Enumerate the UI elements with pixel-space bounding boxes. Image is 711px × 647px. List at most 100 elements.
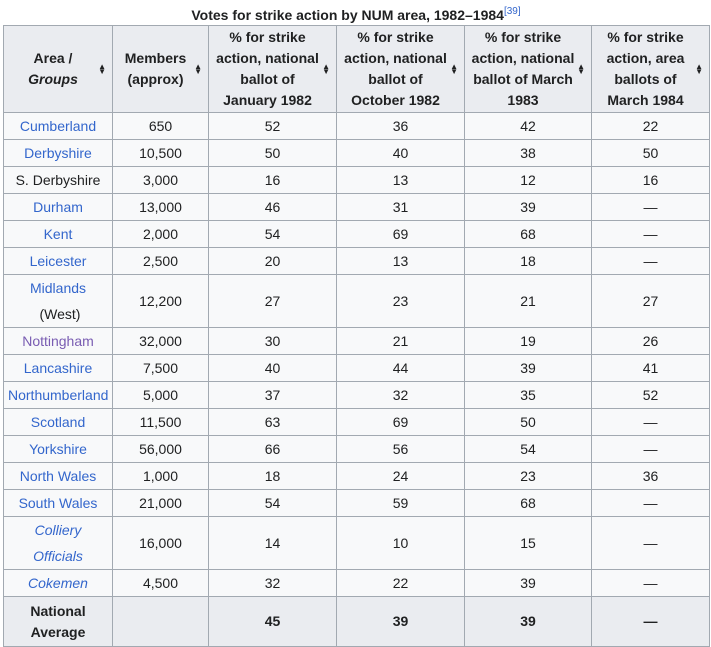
sort-up-down-icon[interactable]: ▲ ▼ <box>98 62 106 76</box>
jan82-cell: 32 <box>208 569 337 597</box>
area-link[interactable]: Lancashire <box>23 360 93 376</box>
header-jan-1982[interactable]: % for strike action, national ballot of … <box>208 25 337 113</box>
members-cell: 13,000 <box>112 193 209 221</box>
area-cell: Cumberland <box>3 112 113 140</box>
jan82-cell: 52 <box>208 112 337 140</box>
jan82-cell: 54 <box>208 220 337 248</box>
table-row: Midlands (West) 12,200 27 23 21 27 <box>3 274 710 328</box>
table-row: Yorkshire 56,000 66 56 54— <box>3 435 710 463</box>
table-row: Leicester 2,500 20 13 18— <box>3 247 710 275</box>
reference-link[interactable]: [39] <box>503 6 521 17</box>
oct82-cell: 24 <box>336 462 465 490</box>
area-cell: North Wales <box>3 462 113 490</box>
jan82-cell: 18 <box>208 462 337 490</box>
members-cell: 32,000 <box>112 327 209 355</box>
header-members[interactable]: Members (approx) ▲ ▼ <box>112 25 209 113</box>
area-cell: S. Derbyshire <box>3 166 113 194</box>
mar83-cell: 21 <box>464 274 592 328</box>
area-cell: Cokemen <box>3 569 113 597</box>
footer-label: National Average <box>3 596 113 647</box>
area-link[interactable]: Midlands <box>29 280 87 296</box>
area-cell: Nottingham <box>3 327 113 355</box>
members-cell: 56,000 <box>112 435 209 463</box>
oct82-cell: 21 <box>336 327 465 355</box>
header-label: Groups <box>28 71 78 87</box>
mar83-cell: 50 <box>464 408 592 436</box>
header-label: % for strike action, area ballots of Mar… <box>606 29 685 108</box>
oct82-cell: 36 <box>336 112 465 140</box>
jan82-cell: 66 <box>208 435 337 463</box>
mar84-cell: — <box>591 489 710 517</box>
sort-up-down-icon[interactable]: ▲ ▼ <box>450 62 458 76</box>
area-cell: Yorkshire <box>3 435 113 463</box>
area-link[interactable]: Northumberland <box>8 387 109 403</box>
area-cell: Colliery Officials <box>3 516 113 570</box>
mar83-cell: 42 <box>464 112 592 140</box>
sort-up-down-icon[interactable]: ▲ ▼ <box>695 62 703 76</box>
members-cell: 2,000 <box>112 220 209 248</box>
table-row: Cokemen 4,500 32 22 39— <box>3 569 710 597</box>
area-cell: Scotland <box>3 408 113 436</box>
area-link[interactable]: Cokemen <box>28 575 88 591</box>
oct82-cell: 32 <box>336 381 465 409</box>
area-link[interactable]: Yorkshire <box>29 441 87 457</box>
mar84-cell: 50 <box>591 139 710 167</box>
jan82-cell: 14 <box>208 516 337 570</box>
area-link[interactable]: Kent <box>43 226 73 242</box>
mar83-cell: 39 <box>464 354 592 382</box>
header-label: % for strike action, national ballot of … <box>344 29 447 108</box>
header-mar-1984[interactable]: % for strike action, area ballots of Mar… <box>591 25 710 113</box>
area-cell: Northumberland <box>3 381 113 409</box>
footer-oct-1982: 39 <box>336 596 465 647</box>
area-link[interactable]: Cumberland <box>19 118 97 134</box>
oct82-cell: 40 <box>336 139 465 167</box>
members-cell: 4,500 <box>112 569 209 597</box>
mar84-cell: 36 <box>591 462 710 490</box>
mar84-cell: — <box>591 193 710 221</box>
area-link[interactable]: Scotland <box>30 414 86 430</box>
mar84-cell: 22 <box>591 112 710 140</box>
mar83-cell: 23 <box>464 462 592 490</box>
members-cell: 12,200 <box>112 274 209 328</box>
area-link[interactable]: Colliery Officials <box>33 522 83 564</box>
header-oct-1982[interactable]: % for strike action, national ballot of … <box>336 25 465 113</box>
jan82-cell: 37 <box>208 381 337 409</box>
mar83-cell: 68 <box>464 489 592 517</box>
area-link[interactable]: North Wales <box>19 468 97 484</box>
jan82-cell: 46 <box>208 193 337 221</box>
jan82-cell: 16 <box>208 166 337 194</box>
mar83-cell: 54 <box>464 435 592 463</box>
mar84-cell: 52 <box>591 381 710 409</box>
table-row: North Wales 1,000 18 24 23 36 <box>3 462 710 490</box>
footer-jan-1982: 45 <box>208 596 337 647</box>
area-link[interactable]: South Wales <box>18 495 98 511</box>
members-cell: 10,500 <box>112 139 209 167</box>
sort-up-down-icon[interactable]: ▲ ▼ <box>577 62 585 76</box>
mar84-cell: 16 <box>591 166 710 194</box>
area-cell: Durham <box>3 193 113 221</box>
header-mar-1983[interactable]: % for strike action, national ballot of … <box>464 25 592 113</box>
oct82-cell: 44 <box>336 354 465 382</box>
sort-up-down-icon[interactable]: ▲ ▼ <box>194 62 202 76</box>
sort-up-down-icon[interactable]: ▲ ▼ <box>322 62 330 76</box>
table-row: Colliery Officials 16,000 14 10 15— <box>3 516 710 570</box>
area-cell: Lancashire <box>3 354 113 382</box>
area-cell: Midlands (West) <box>3 274 113 328</box>
area-link[interactable]: Derbyshire <box>24 145 92 161</box>
oct82-cell: 31 <box>336 193 465 221</box>
mar83-cell: 39 <box>464 193 592 221</box>
jan82-cell: 27 <box>208 274 337 328</box>
members-cell: 11,500 <box>112 408 209 436</box>
area-cell: Kent <box>3 220 113 248</box>
table-row: Nottingham 32,000 30 21 19 26 <box>3 327 710 355</box>
area-link[interactable]: Nottingham <box>22 333 94 349</box>
table-row: S. Derbyshire 3,000 16 13 12 16 <box>3 166 710 194</box>
area-link[interactable]: Durham <box>33 199 83 215</box>
mar83-cell: 39 <box>464 569 592 597</box>
area-link[interactable]: Leicester <box>29 253 87 269</box>
mar83-cell: 18 <box>464 247 592 275</box>
members-cell: 3,000 <box>112 166 209 194</box>
header-area[interactable]: Area / Groups ▲ ▼ <box>3 25 113 113</box>
table-caption: Votes for strike action by NUM area, 198… <box>3 3 709 25</box>
footer-label-line: Average <box>30 623 86 640</box>
